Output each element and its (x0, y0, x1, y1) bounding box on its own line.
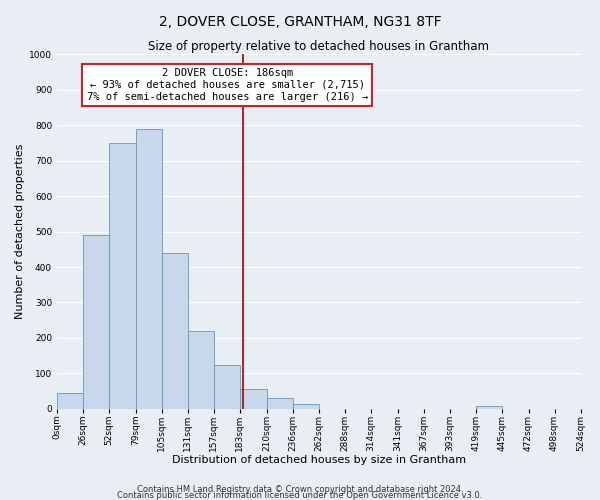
Title: Size of property relative to detached houses in Grantham: Size of property relative to detached ho… (148, 40, 489, 53)
Bar (214, 364, 240, 409)
Text: Contains public sector information licensed under the Open Government Licence v3: Contains public sector information licen… (118, 492, 482, 500)
Text: 2 DOVER CLOSE: 186sqm
← 93% of detached houses are smaller (2,715)
7% of semi-de: 2 DOVER CLOSE: 186sqm ← 93% of detached … (86, 68, 368, 102)
Bar (109, 143, 136, 409)
Bar (188, 331, 214, 409)
Bar (240, 390, 267, 409)
Y-axis label: Number of detached properties: Number of detached properties (15, 144, 25, 319)
Bar (162, 253, 188, 409)
Bar (83, 235, 109, 409)
Bar (57, 393, 83, 409)
Text: Contains HM Land Registry data © Crown copyright and database right 2024.: Contains HM Land Registry data © Crown c… (137, 486, 463, 494)
Bar (293, 404, 319, 409)
Bar (136, 128, 162, 409)
Text: 2, DOVER CLOSE, GRANTHAM, NG31 8TF: 2, DOVER CLOSE, GRANTHAM, NG31 8TF (158, 15, 442, 29)
Bar (476, 406, 502, 409)
Bar (267, 398, 293, 409)
X-axis label: Distribution of detached houses by size in Grantham: Distribution of detached houses by size … (172, 455, 466, 465)
